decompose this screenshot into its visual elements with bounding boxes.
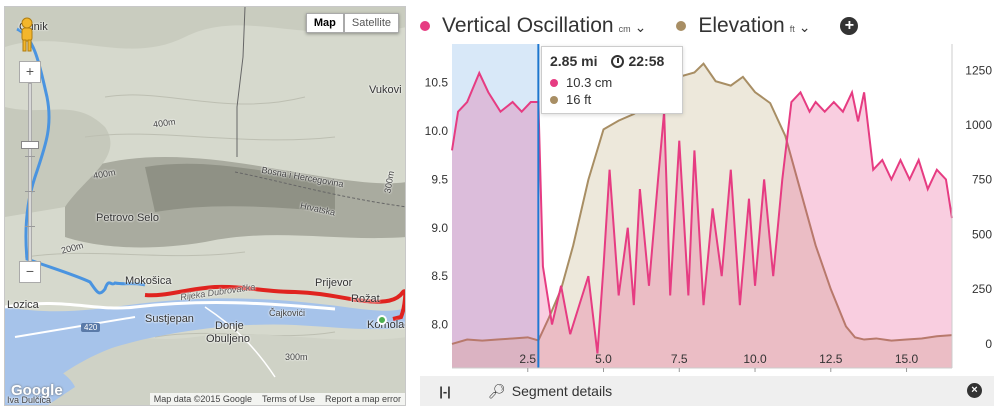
x-tick-label: 7.5 (670, 352, 688, 366)
vertical-oscillation-line (451, 70, 953, 354)
metric1-name: Vertical Oscillation (442, 14, 614, 37)
chart-tooltip: 2.85 mi 22:58 10.3 cm 16 ft (541, 46, 683, 114)
x-tick-label: 2.5 (519, 352, 537, 366)
y-right-tick-label: 250 (972, 282, 992, 296)
metric1-selector[interactable]: Vertical Oscillation cm ⌄ (420, 14, 646, 38)
metric2-color-dot (676, 21, 687, 31)
y-left-tick-label: 10.0 (425, 124, 449, 138)
route-end-marker[interactable] (377, 315, 387, 325)
metric2-unit: ft (789, 24, 795, 34)
chart-header: Vertical Oscillation cm ⌄ Elevation ft ⌄… (420, 8, 1000, 44)
zoom-tick (25, 191, 35, 192)
tooltip-elev-dot (550, 95, 558, 104)
tooltip-distance: 2.85 mi (550, 53, 598, 69)
segment-range-icon[interactable]: |-| (439, 383, 451, 399)
map-type-control: Map Satellite (305, 13, 399, 33)
map-data-attribution: Map data ©2015 Google (153, 394, 252, 404)
map-place-label: Donje (215, 320, 244, 332)
chevron-down-icon: ⌄ (798, 19, 811, 35)
zoom-tick (25, 226, 35, 227)
zoom-slider-handle[interactable] (21, 141, 39, 149)
map-type-satellite-button[interactable]: Satellite (343, 13, 399, 33)
report-map-error-link[interactable]: Report a map error (324, 394, 401, 404)
search-icon[interactable]: 🔎︎ (488, 382, 506, 399)
y-right-tick-label: 1250 (965, 63, 992, 77)
terms-of-use-link[interactable]: Terms of Use (261, 394, 315, 404)
elevation-area (452, 63, 952, 369)
x-tick-label: 10.0 (743, 352, 767, 366)
map-place-label: Obuljeno (206, 333, 251, 345)
y-right-tick-label: 750 (972, 173, 992, 187)
route-map[interactable]: Gunik Vukovi Petrovo Selo Bosna i Herceg… (4, 6, 406, 406)
metrics-chart[interactable]: 10.5 10.0 9.5 9.0 8.5 8.0 1250 1000 750 500 250 0 (412, 44, 1000, 372)
google-logo: Google (11, 382, 63, 399)
map-place-label: Vukovi (369, 84, 402, 96)
close-icon[interactable]: × (967, 383, 982, 398)
zoom-track[interactable] (28, 83, 32, 263)
x-tick-label: 5.0 (595, 352, 612, 366)
x-tick-label: 15.0 (894, 352, 919, 366)
map-place-label: Rožat (351, 293, 380, 305)
metric1-unit: cm (618, 24, 631, 34)
map-place-label: Petrovo Selo (96, 212, 159, 224)
map-place-label: Lozica (7, 299, 39, 311)
metric1-color-dot (420, 21, 430, 31)
highway-shield: 420 (81, 323, 101, 332)
map-footer: Map data ©2015 Google Terms of Use Repor… (149, 393, 405, 405)
map-type-map-button[interactable]: Map (305, 13, 344, 33)
y-left-tick-label: 9.0 (431, 221, 448, 235)
y-left-tick-label: 8.0 (431, 317, 448, 331)
y-right-tick-label: 1000 (965, 118, 992, 132)
map-terrain (5, 7, 405, 405)
metric2-name: Elevation (698, 14, 785, 37)
map-place-label: Sustjepan (145, 313, 194, 325)
map-place-label: Prijevor (315, 277, 353, 289)
map-place-label: Komolac (367, 319, 406, 331)
add-metric-button[interactable]: + (840, 17, 859, 35)
tooltip-vo-dot (550, 78, 558, 87)
zoom-tick (25, 156, 35, 157)
tooltip-time: 22:58 (628, 53, 665, 69)
segment-bar: |-| 🔎︎ Segment details × (420, 376, 994, 406)
y-left-tick-label: 9.5 (431, 172, 448, 186)
map-place-label: Mokošica (125, 275, 172, 287)
y-right-tick-label: 0 (985, 337, 992, 351)
map-contour-label: 300m (285, 352, 308, 362)
tooltip-elev-value: 16 ft (566, 92, 592, 107)
y-left-tick-label: 10.5 (425, 76, 449, 90)
vertical-oscillation-area (452, 73, 952, 368)
zoom-out-button[interactable]: − (19, 261, 41, 283)
segment-details-link[interactable]: Segment details (511, 383, 613, 399)
tooltip-vo-value: 10.3 cm (566, 75, 613, 90)
metric2-selector[interactable]: Elevation ft ⌄ (676, 14, 810, 38)
selection-band[interactable] (452, 44, 539, 368)
map-place-label: Iva Dulčica (7, 395, 52, 405)
pegman-icon[interactable] (17, 17, 37, 53)
x-tick-label: 12.5 (819, 352, 843, 366)
y-right-tick-label: 500 (972, 227, 992, 241)
map-place-label: Čajkovići (269, 308, 306, 318)
y-left-tick-label: 8.5 (431, 269, 448, 283)
clock-icon (611, 54, 625, 68)
chart-svg[interactable]: 10.5 10.0 9.5 9.0 8.5 8.0 1250 1000 750 500 250 0 (412, 44, 1000, 372)
chevron-down-icon: ⌄ (634, 19, 647, 35)
zoom-control: + − (19, 61, 41, 283)
zoom-in-button[interactable]: + (19, 61, 41, 83)
